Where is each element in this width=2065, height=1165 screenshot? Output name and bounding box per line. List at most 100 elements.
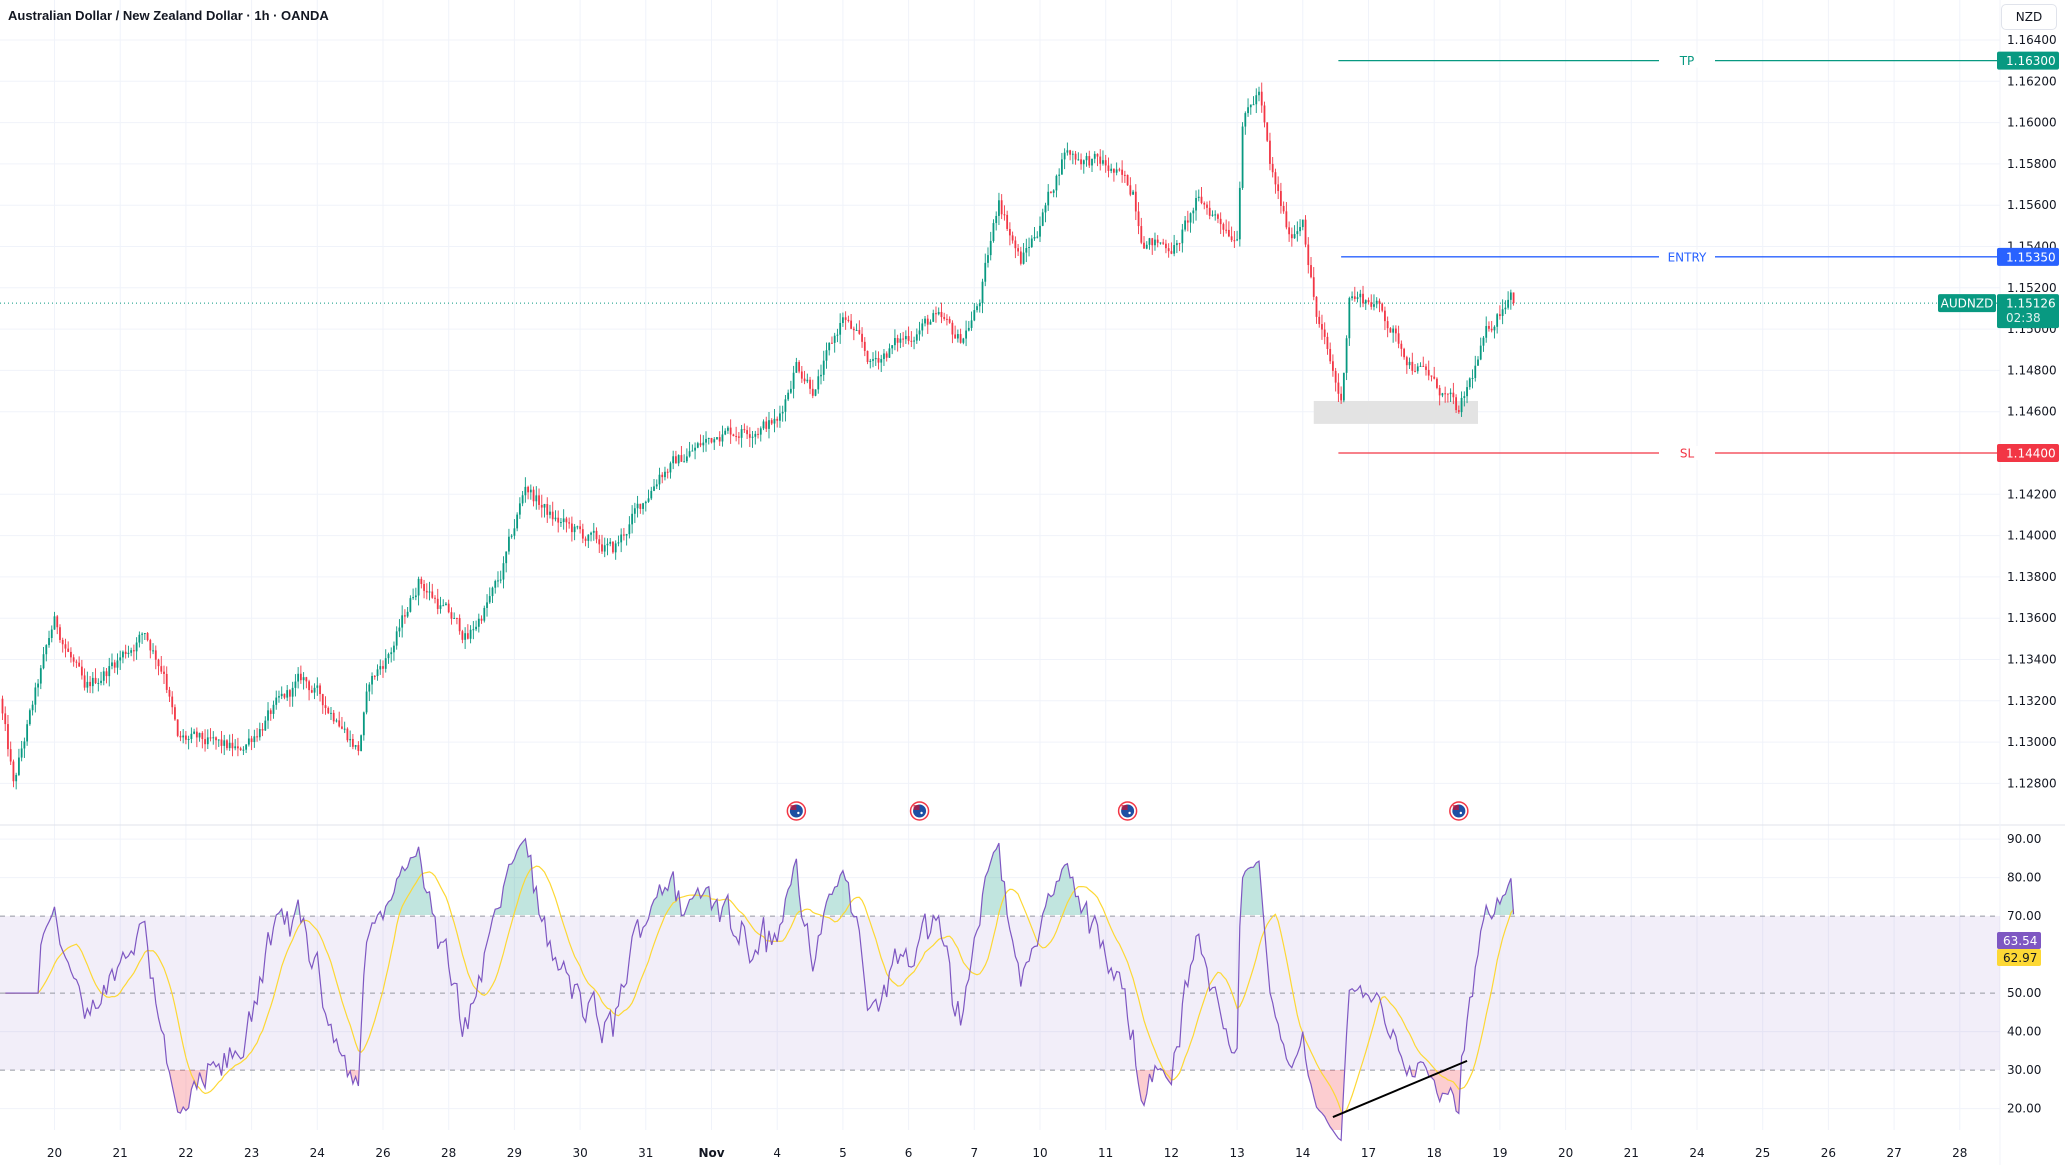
candle-body [579, 526, 581, 530]
candle [1219, 212, 1222, 235]
candle-body [891, 345, 894, 349]
candle [393, 641, 395, 661]
candle-body [1263, 105, 1266, 123]
candle [546, 497, 549, 523]
candle [839, 313, 842, 344]
candle-body [80, 666, 83, 676]
candle-body [789, 388, 792, 393]
candle [510, 534, 513, 539]
candle [811, 379, 814, 399]
candle-body [551, 511, 554, 520]
rsi-ma-line [5, 865, 1515, 1114]
price-axis[interactable]: 1.164001.162001.160001.158001.156001.154… [1938, 33, 2059, 1116]
candle-body [1364, 300, 1367, 304]
time-tick-label: 26 [375, 1146, 390, 1160]
candle [568, 517, 571, 529]
candle [56, 614, 59, 635]
candle [1419, 362, 1422, 367]
candle [918, 321, 921, 341]
candle [809, 376, 811, 395]
candle-body [1479, 345, 1482, 360]
candle-body [102, 671, 105, 681]
candle-body [1312, 277, 1315, 297]
candle [332, 710, 335, 725]
candle [1269, 132, 1271, 171]
candle-body [617, 542, 620, 544]
candle [664, 466, 666, 481]
candle [1512, 292, 1515, 306]
candle-body [190, 733, 193, 739]
candle [362, 711, 365, 741]
candle-body [1384, 310, 1386, 322]
price-label-bg [1997, 51, 2059, 70]
rsi-ma-label: 62.97 [2003, 951, 2037, 965]
candle [234, 739, 237, 751]
candle [644, 500, 647, 512]
candle [535, 486, 538, 510]
candle [768, 412, 770, 439]
candle-body [1449, 392, 1452, 395]
candle-body [253, 736, 256, 743]
candle-body [1011, 235, 1014, 241]
candle [1258, 86, 1260, 102]
candle-body [1156, 239, 1159, 243]
candle-body [445, 603, 447, 606]
candle [1118, 167, 1121, 172]
candle-body [907, 336, 910, 341]
candle [592, 522, 595, 541]
candle-body [976, 306, 978, 311]
time-axis[interactable]: 20 21 22 23 24 26 28 29 30 31 Nov 4 5 6 7 10 11 12 13 14 17 1… [47, 1146, 1968, 1160]
candle [1151, 237, 1154, 255]
time-tick-label: 7 [970, 1146, 978, 1160]
candle [1162, 238, 1165, 245]
time-tick-label: 18 [1427, 1146, 1442, 1160]
candle-body [910, 340, 913, 342]
candle-body [1186, 220, 1189, 223]
candle [1449, 388, 1452, 402]
candle [1000, 194, 1003, 220]
candle-body [1485, 326, 1488, 338]
candle [105, 668, 108, 684]
candle [1184, 215, 1186, 232]
currency-button[interactable]: NZD [2001, 4, 2057, 30]
candle [721, 425, 724, 447]
candle [842, 312, 844, 327]
candle [42, 646, 45, 670]
candle [1334, 367, 1337, 392]
candle-body [78, 662, 81, 667]
candle-body [75, 661, 78, 663]
candle [992, 219, 995, 243]
candle [1, 695, 4, 720]
candle [75, 659, 78, 669]
candle [365, 683, 368, 715]
candle [7, 714, 9, 757]
candle-body [185, 735, 187, 740]
candle [1145, 241, 1148, 250]
candle [20, 740, 23, 762]
time-tick-label: 19 [1492, 1146, 1507, 1160]
time-tick-label: 21 [1624, 1146, 1639, 1160]
candle-body [757, 433, 759, 435]
candle [557, 510, 560, 533]
candle [1422, 356, 1425, 367]
candle-body [576, 526, 579, 528]
candle-body [475, 626, 477, 630]
candle [1430, 375, 1433, 382]
candle-body [883, 353, 885, 360]
candle [1397, 325, 1400, 349]
candle [100, 671, 102, 686]
candle-body [360, 735, 362, 751]
candle [1052, 189, 1055, 198]
candle-body [1151, 238, 1154, 246]
candle-body [130, 650, 133, 653]
candle-body [751, 436, 754, 438]
candle-body [1159, 242, 1162, 244]
candle-body [152, 650, 154, 652]
candle-body [1036, 236, 1039, 238]
candle-body [737, 436, 740, 438]
candle-body [217, 739, 220, 741]
candle-body [748, 434, 751, 438]
candle-body [1074, 153, 1077, 160]
candle-body [877, 357, 880, 363]
